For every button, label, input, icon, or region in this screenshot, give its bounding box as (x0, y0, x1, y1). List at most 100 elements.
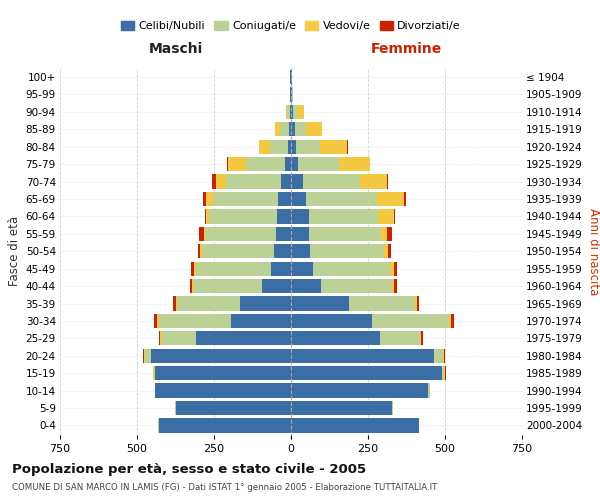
Bar (404, 192, 406, 206)
Bar (371, 314, 449, 328)
Bar (214, 192, 278, 206)
Bar (309, 210, 378, 224)
Bar (288, 140, 291, 154)
Bar (442, 366, 445, 380)
Bar (309, 226, 381, 241)
Bar (320, 140, 347, 154)
Bar (394, 279, 397, 293)
Bar (161, 331, 196, 345)
Bar (291, 296, 349, 310)
Bar (339, 157, 370, 172)
Bar (157, 314, 158, 328)
Bar (206, 210, 209, 224)
Bar (154, 366, 155, 380)
Bar (262, 279, 291, 293)
Bar (378, 210, 394, 224)
Bar (153, 366, 154, 380)
Bar (303, 174, 359, 188)
Bar (394, 210, 395, 224)
Bar (291, 384, 428, 398)
Bar (291, 366, 442, 380)
Bar (296, 140, 320, 154)
Bar (388, 244, 391, 258)
Bar (145, 348, 151, 363)
Bar (385, 244, 388, 258)
Bar (313, 262, 391, 276)
Bar (194, 279, 262, 293)
Bar (154, 314, 157, 328)
Bar (190, 279, 193, 293)
Bar (291, 401, 392, 415)
Bar (199, 226, 204, 241)
Bar (451, 314, 454, 328)
Bar (259, 140, 270, 154)
Bar (270, 140, 288, 154)
Bar (293, 105, 298, 119)
Bar (291, 157, 298, 172)
Bar (295, 122, 307, 136)
Bar (291, 70, 292, 84)
Bar (197, 244, 200, 258)
Bar (200, 244, 202, 258)
Bar (275, 122, 280, 136)
Bar (196, 262, 271, 276)
Bar (173, 296, 176, 310)
Bar (388, 226, 392, 241)
Bar (202, 244, 274, 258)
Bar (191, 262, 194, 276)
Bar (227, 157, 246, 172)
Bar (275, 226, 291, 241)
Bar (347, 140, 348, 154)
Legend: Celibi/Nubili, Coniugati/e, Vedovi/e, Divorziati/e: Celibi/Nubili, Coniugati/e, Vedovi/e, Di… (116, 16, 466, 36)
Bar (291, 122, 295, 136)
Bar (196, 331, 291, 345)
Text: Maschi: Maschi (148, 42, 203, 56)
Bar (240, 296, 291, 310)
Bar (291, 140, 296, 154)
Bar (226, 174, 281, 188)
Bar (143, 348, 144, 363)
Bar (421, 331, 423, 345)
Bar (194, 262, 196, 276)
Bar (291, 105, 293, 119)
Bar (381, 226, 388, 241)
Bar (291, 331, 380, 345)
Bar (286, 157, 291, 172)
Bar (158, 418, 291, 432)
Bar (277, 210, 291, 224)
Text: Femmine: Femmine (371, 42, 442, 56)
Bar (307, 122, 322, 136)
Bar (291, 88, 292, 102)
Bar (204, 226, 205, 241)
Bar (291, 174, 303, 188)
Bar (392, 279, 394, 293)
Bar (176, 296, 177, 310)
Bar (291, 314, 371, 328)
Bar (416, 296, 419, 310)
Bar (394, 262, 397, 276)
Bar (289, 122, 291, 136)
Bar (203, 192, 206, 206)
Bar (445, 366, 446, 380)
Bar (291, 348, 434, 363)
Bar (246, 157, 286, 172)
Bar (291, 262, 313, 276)
Bar (271, 262, 291, 276)
Bar (306, 192, 377, 206)
Bar (310, 244, 385, 258)
Bar (298, 105, 304, 119)
Bar (280, 122, 289, 136)
Bar (151, 348, 291, 363)
Bar (449, 314, 451, 328)
Bar (158, 331, 160, 345)
Bar (321, 279, 392, 293)
Bar (205, 226, 275, 241)
Bar (290, 70, 291, 84)
Text: Popolazione per età, sesso e stato civile - 2005: Popolazione per età, sesso e stato civil… (12, 462, 366, 475)
Bar (291, 210, 309, 224)
Bar (160, 331, 161, 345)
Bar (278, 192, 291, 206)
Bar (428, 384, 430, 398)
Bar (155, 366, 291, 380)
Bar (443, 348, 445, 363)
